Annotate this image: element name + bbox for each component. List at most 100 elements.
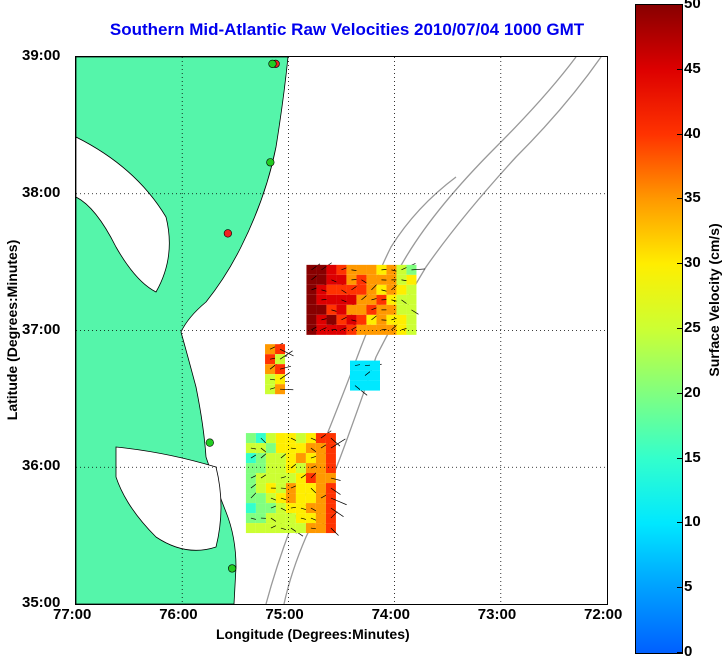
- velocity-cell: [356, 315, 366, 325]
- y-tick-label: 38:00: [22, 184, 60, 201]
- velocity-cell: [276, 493, 286, 503]
- velocity-cell: [266, 443, 276, 453]
- station-marker: [224, 230, 232, 238]
- velocity-cell: [406, 275, 416, 285]
- velocity-field: [246, 263, 425, 536]
- velocity-cell: [246, 463, 256, 473]
- velocity-cell: [356, 265, 366, 275]
- velocity-cell: [356, 305, 366, 315]
- velocity-cell: [296, 463, 306, 473]
- velocity-cell: [316, 463, 326, 473]
- colorbar-label: Surface Velocity (cm/s): [706, 223, 722, 376]
- velocity-cell: [266, 453, 276, 463]
- velocity-cell: [306, 285, 316, 295]
- velocity-cell: [316, 275, 326, 285]
- velocity-cell: [286, 523, 296, 533]
- velocity-cell: [286, 443, 296, 453]
- velocity-cell: [286, 433, 296, 443]
- velocity-cell: [370, 361, 380, 371]
- colorbar: [635, 4, 683, 654]
- colorbar-tick-mark: [677, 328, 682, 329]
- velocity-cell: [276, 453, 286, 463]
- velocity-cell: [326, 443, 336, 453]
- velocity-cell: [256, 453, 266, 463]
- velocity-cell: [396, 285, 406, 295]
- velocity-cell: [316, 453, 326, 463]
- velocity-cell: [406, 315, 416, 325]
- colorbar-tick-mark: [677, 69, 682, 70]
- colorbar-tick-label: 40: [684, 125, 701, 142]
- velocity-cell: [306, 325, 316, 335]
- velocity-region-south-cluster: [246, 431, 347, 536]
- velocity-cell: [336, 295, 346, 305]
- velocity-cell: [306, 265, 316, 275]
- velocity-region-small-patch: [350, 361, 382, 396]
- colorbar-tick-mark: [677, 198, 682, 199]
- velocity-cell: [286, 503, 296, 513]
- x-tick-label: 72:00: [584, 606, 622, 623]
- velocity-cell: [306, 463, 316, 473]
- colorbar-tick-mark: [677, 458, 682, 459]
- colorbar-tick-mark: [677, 263, 682, 264]
- x-tick-label: 76:00: [159, 606, 197, 623]
- velocity-cell: [296, 453, 306, 463]
- velocity-cell: [266, 463, 276, 473]
- velocity-cell: [306, 523, 316, 533]
- velocity-cell: [316, 285, 326, 295]
- colorbar-tick-label: 0: [684, 643, 692, 660]
- velocity-cell: [306, 315, 316, 325]
- velocity-cell: [360, 381, 370, 391]
- velocity-cell: [296, 503, 306, 513]
- velocity-cell: [326, 473, 336, 483]
- x-tick-label: 74:00: [372, 606, 410, 623]
- velocity-cell: [266, 513, 276, 523]
- velocity-cell: [366, 325, 376, 335]
- y-tick-label: 39:00: [22, 47, 60, 64]
- velocity-cell: [336, 305, 346, 315]
- velocity-cell: [296, 443, 306, 453]
- velocity-cell: [286, 513, 296, 523]
- velocity-cell: [406, 295, 416, 305]
- velocity-cell: [256, 473, 266, 483]
- velocity-cell: [316, 265, 326, 275]
- velocity-cell: [256, 443, 266, 453]
- velocity-cell: [370, 371, 380, 381]
- velocity-cell: [396, 305, 406, 315]
- colorbar-tick-label: 25: [684, 319, 701, 336]
- x-axis-label: Longitude (Degrees:Minutes): [216, 626, 410, 642]
- map-panel[interactable]: [75, 56, 608, 605]
- velocity-cell: [286, 483, 296, 493]
- velocity-cell: [406, 305, 416, 315]
- colorbar-tick-mark: [677, 393, 682, 394]
- velocity-cell: [366, 265, 376, 275]
- velocity-cell: [276, 513, 286, 523]
- velocity-cell: [246, 433, 256, 443]
- station-marker: [267, 158, 275, 166]
- velocity-cell: [316, 473, 326, 483]
- velocity-cell: [326, 483, 336, 493]
- velocity-cell: [246, 523, 256, 533]
- colorbar-tick-label: 20: [684, 384, 701, 401]
- colorbar-tick-label: 45: [684, 60, 701, 77]
- velocity-cell: [256, 503, 266, 513]
- velocity-cell: [246, 503, 256, 513]
- velocity-cell: [346, 295, 356, 305]
- velocity-cell: [306, 453, 316, 463]
- velocity-cell: [316, 325, 326, 335]
- velocity-cell: [366, 275, 376, 285]
- velocity-cell: [406, 285, 416, 295]
- map-svg: [76, 57, 607, 604]
- velocity-cell: [306, 443, 316, 453]
- velocity-cell: [326, 453, 336, 463]
- velocity-cell: [356, 325, 366, 335]
- colorbar-tick-mark: [677, 134, 682, 135]
- velocity-region-north-cluster: [306, 263, 425, 335]
- velocity-region-mid-strip: [265, 343, 293, 394]
- velocity-cell: [326, 315, 336, 325]
- velocity-cell: [286, 463, 296, 473]
- velocity-cell: [306, 503, 316, 513]
- velocity-cell: [306, 295, 316, 305]
- chart-title: Southern Mid-Atlantic Raw Velocities 201…: [62, 20, 632, 40]
- velocity-cell: [296, 523, 306, 533]
- y-axis-label: Latitude (Degrees:Minutes): [4, 240, 20, 420]
